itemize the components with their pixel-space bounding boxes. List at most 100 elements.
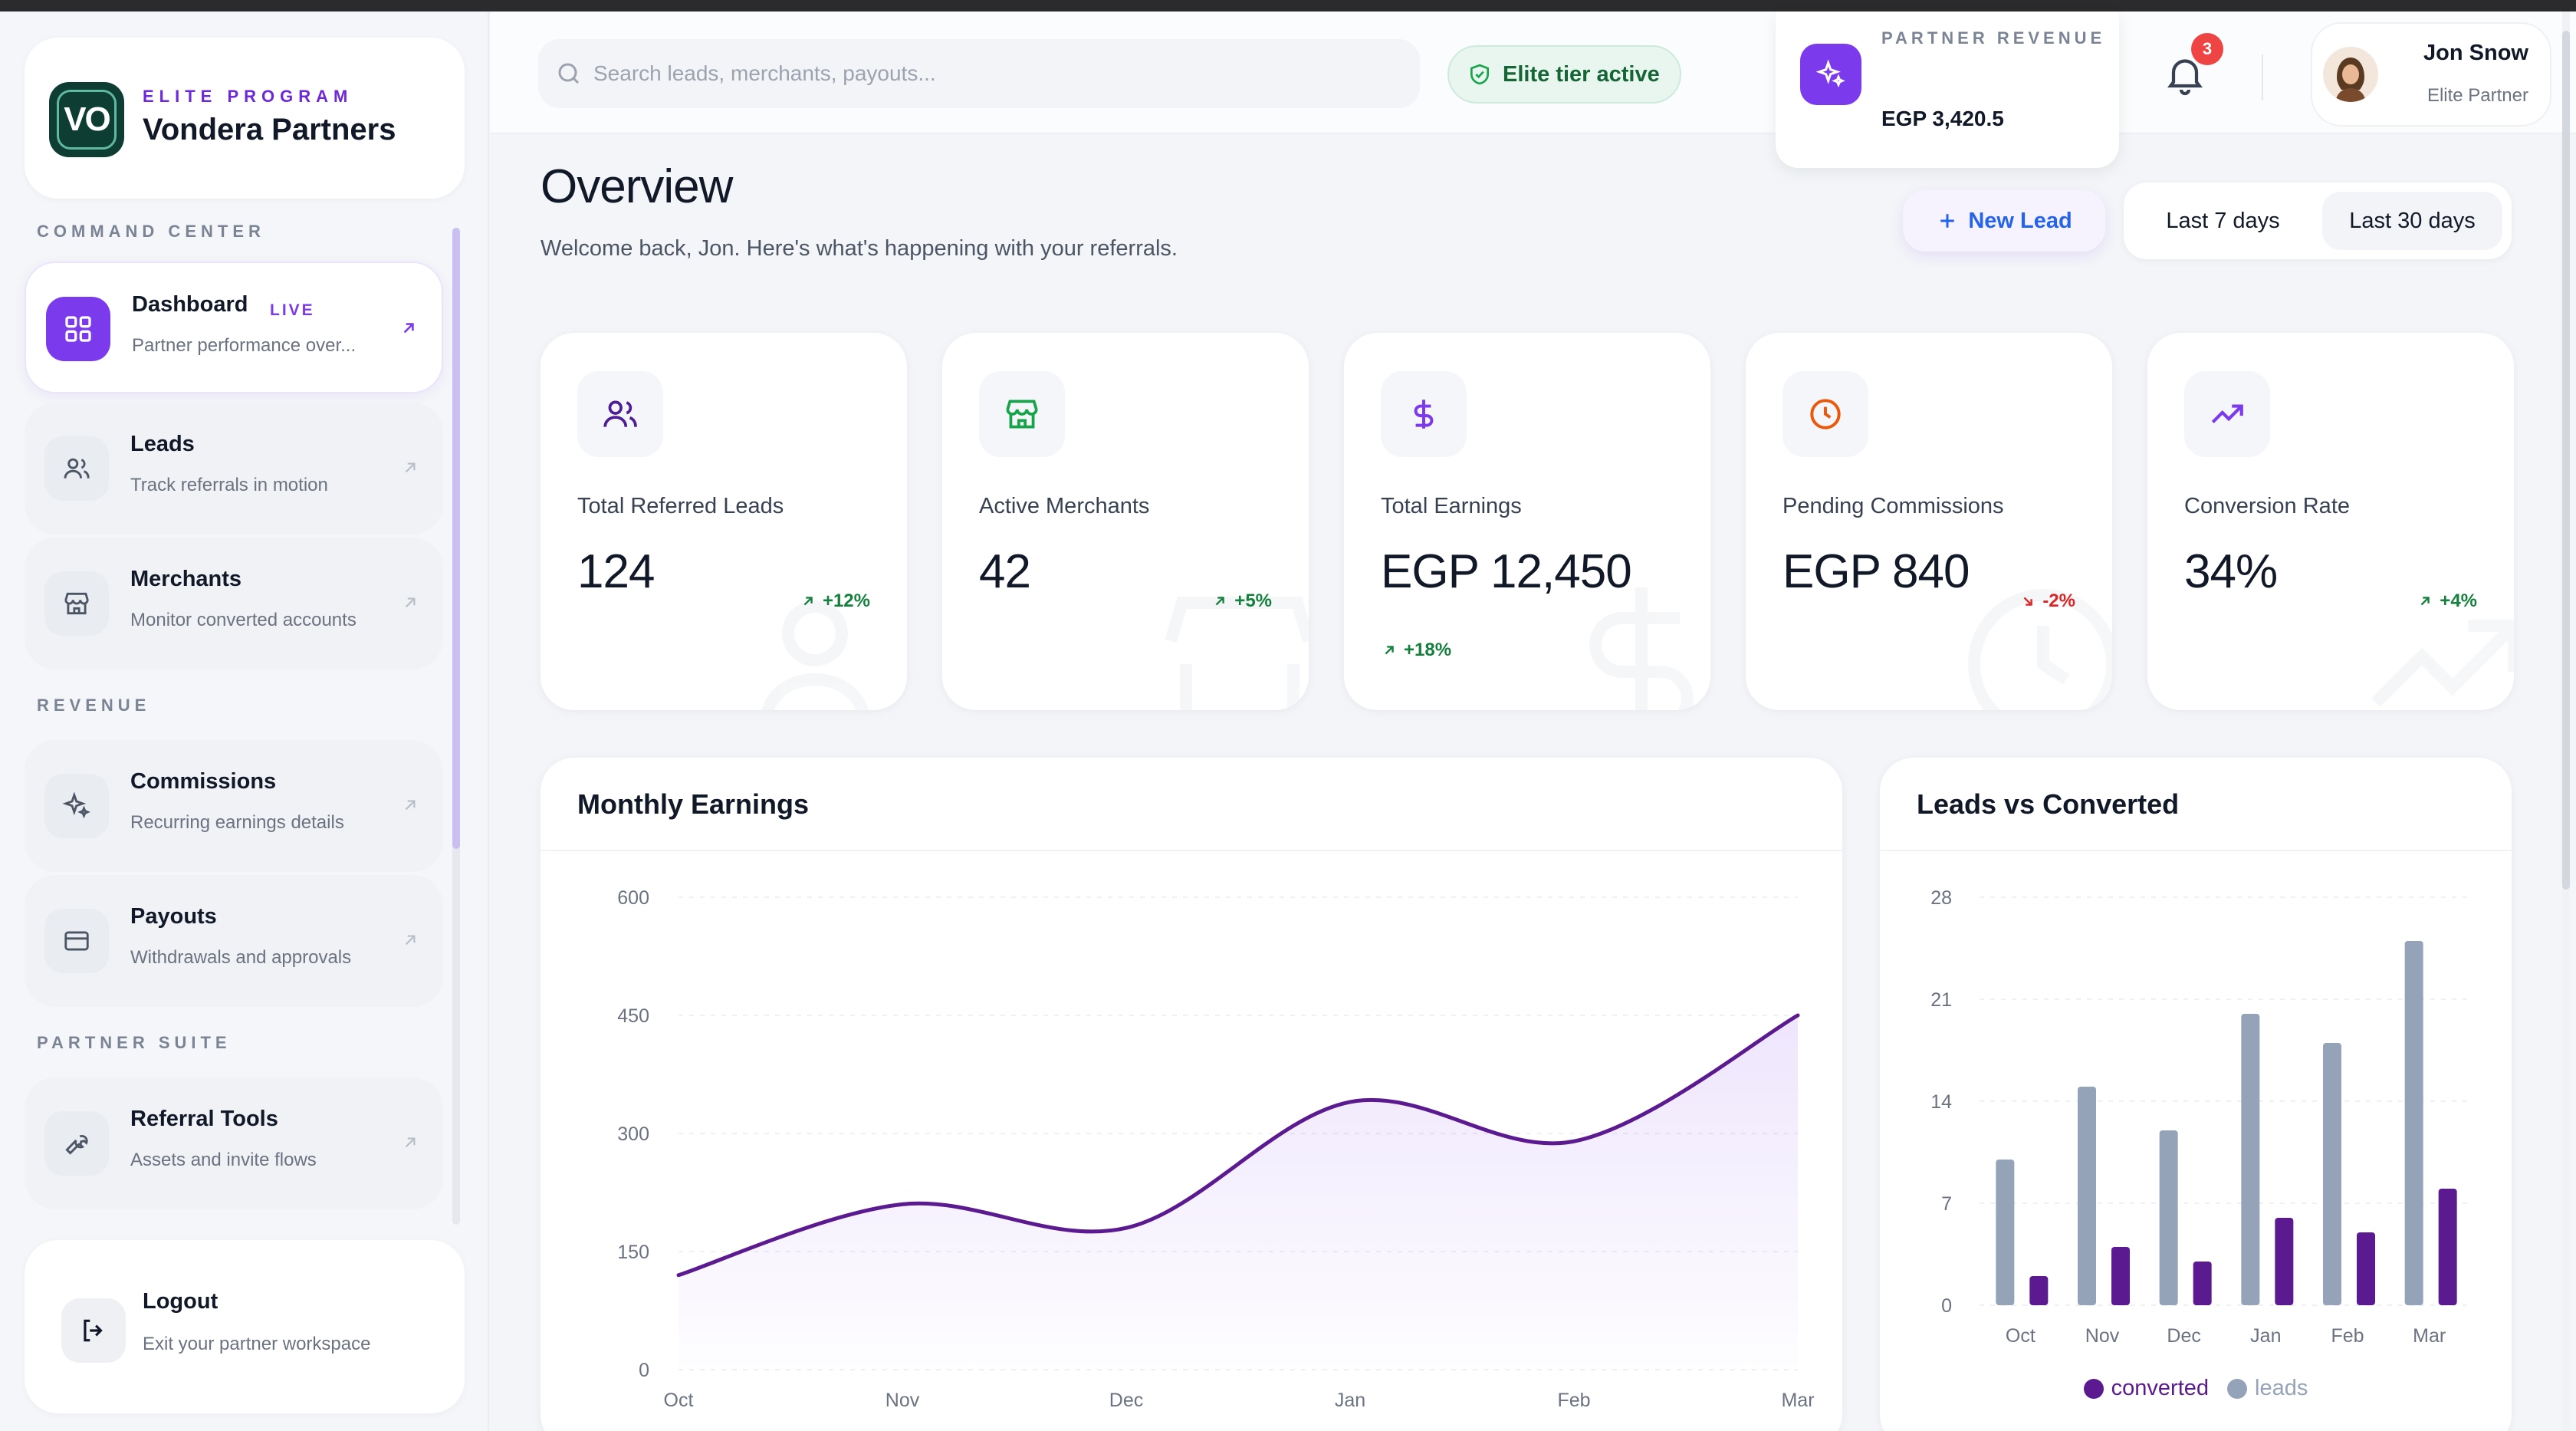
- kpi-label: Total Referred Leads: [577, 494, 784, 518]
- tier-status-badge[interactable]: Elite tier active: [1447, 45, 1681, 104]
- sidebar-item-commissions[interactable]: Commissions Recurring earnings details: [25, 740, 443, 872]
- brand-logo: VO: [49, 82, 124, 157]
- search-bar[interactable]: [538, 39, 1420, 108]
- arrow-up-right-icon: [803, 597, 813, 606]
- tier-label: Elite tier active: [1503, 61, 1660, 87]
- header-divider: [2262, 54, 2263, 100]
- user-profile-menu[interactable]: Jon Snow Elite Partner: [2311, 22, 2551, 127]
- kpi-label: Active Merchants: [979, 494, 1150, 518]
- sidebar-item-payouts[interactable]: Payouts Withdrawals and approvals: [25, 875, 443, 1007]
- partner-revenue-value: EGP 3,420.5: [1881, 107, 2004, 130]
- kpi-delta-value: +12%: [822, 590, 870, 611]
- y-tick-label: 300: [617, 1123, 649, 1145]
- sidebar-item-title: Referral Tools: [130, 1107, 278, 1131]
- sidebar-item-leads[interactable]: Leads Track referrals in motion: [25, 403, 443, 535]
- bar-converted: [2029, 1276, 2049, 1305]
- chart-header: [540, 758, 1842, 851]
- search-icon: [558, 63, 580, 84]
- store-icon: [44, 571, 109, 636]
- kpi-card-active-merchants[interactable]: Active Merchants 42 +5%: [942, 333, 1309, 710]
- sidebar-item-subtitle: Recurring earnings details: [130, 812, 344, 833]
- dollar-icon: [1589, 587, 1694, 710]
- bar-leads: [2078, 1087, 2096, 1305]
- store-icon: [979, 371, 1065, 457]
- clock-icon: [1783, 371, 1868, 457]
- search-input[interactable]: [593, 61, 1398, 86]
- sparkles-icon: [44, 774, 109, 838]
- arrow-up-right-icon: [1215, 597, 1225, 606]
- kpi-card-total-referred-leads[interactable]: Total Referred Leads 124 +12%: [540, 333, 907, 710]
- legend-label: converted: [2111, 1376, 2210, 1400]
- monthly-earnings-chart-card: Monthly Earnings 0 150 300 450 600 Oct Nov Dec J…: [540, 758, 1842, 1431]
- sidebar-item-dashboard[interactable]: Dashboard LIVE Partner performance over.…: [25, 262, 443, 393]
- kpi-value: EGP 12,450: [1381, 545, 1632, 598]
- arrow-down-right-icon: [2023, 597, 2033, 606]
- y-tick-label: 14: [1930, 1091, 1952, 1113]
- sidebar-item-subtitle: Assets and invite flows: [130, 1150, 317, 1170]
- chart-title: Monthly Earnings: [577, 788, 810, 820]
- dollar-icon: [1381, 371, 1467, 457]
- notification-count-badge: 3: [2191, 33, 2223, 65]
- kpi-value: 34%: [2184, 545, 2278, 598]
- bell-icon[interactable]: [2162, 51, 2208, 97]
- sidebar-item-title: Commissions: [130, 769, 277, 794]
- brand-name: Vondera Partners: [143, 113, 396, 146]
- kpi-card-conversion-rate[interactable]: Conversion Rate 34% +4%: [2147, 333, 2514, 710]
- users-icon: [44, 436, 109, 501]
- earnings-line: [676, 1013, 1800, 1278]
- kpi-delta-value: +18%: [1404, 640, 1452, 660]
- new-lead-button[interactable]: New Lead: [1903, 190, 2105, 252]
- sidebar-item-title: Merchants: [130, 567, 242, 591]
- kpi-card-pending-commissions[interactable]: Pending Commissions EGP 840 -2%: [1746, 333, 2112, 710]
- arrow-up-right-icon: [2420, 597, 2430, 606]
- range-last-7-days[interactable]: Last 7 days: [2133, 192, 2313, 250]
- x-tick-label: Oct: [664, 1390, 694, 1411]
- y-tick-label: 28: [1930, 887, 1952, 909]
- x-tick-label: Dec: [2167, 1325, 2200, 1347]
- sidebar-item-referral-tools[interactable]: Referral Tools Assets and invite flows: [25, 1077, 443, 1209]
- logout-button[interactable]: Logout Exit your partner workspace: [25, 1240, 465, 1413]
- x-tick-label: Mar: [1781, 1390, 1814, 1411]
- sidebar-scrollbar-thumb[interactable]: [452, 228, 460, 849]
- y-tick-label: 600: [617, 887, 649, 909]
- brand-card[interactable]: VO ELITE PROGRAM Vondera Partners: [25, 38, 465, 199]
- y-tick-label: 7: [1941, 1193, 1952, 1215]
- chart-legend: converted leads: [1880, 1376, 2512, 1401]
- kpi-value: EGP 840: [1783, 545, 1970, 598]
- window-top-strip: [0, 0, 2576, 12]
- arrow-up-right-icon: [405, 462, 416, 473]
- x-tick-label: Feb: [1557, 1390, 1590, 1411]
- sparkles-icon: [1800, 44, 1861, 105]
- sidebar-item-merchants[interactable]: Merchants Monitor converted accounts: [25, 538, 443, 669]
- arrow-up-right-icon: [405, 597, 416, 608]
- chart-header: [1880, 758, 2512, 851]
- page-scrollbar-thumb[interactable]: [2562, 31, 2570, 890]
- kpi-delta: +4%: [2417, 590, 2477, 612]
- arrow-up-right-icon: [405, 935, 416, 946]
- logout-subtitle: Exit your partner workspace: [143, 1334, 371, 1354]
- brand-eyebrow: ELITE PROGRAM: [143, 87, 353, 106]
- x-tick-label: Jan: [1335, 1390, 1365, 1411]
- x-tick-label: Mar: [2413, 1325, 2446, 1347]
- kpi-label: Pending Commissions: [1783, 494, 2004, 518]
- kpi-card-total-earnings[interactable]: Total Earnings EGP 12,450 +18%: [1344, 333, 1710, 710]
- users-icon: [577, 371, 663, 457]
- card-icon: [44, 909, 109, 973]
- y-tick-label: 0: [1941, 1295, 1952, 1317]
- y-tick-label: 150: [617, 1242, 649, 1263]
- partner-revenue-card[interactable]: PARTNER REVENUE EGP 3,420.5: [1776, 12, 2119, 168]
- users-icon: [761, 600, 869, 710]
- legend-item-leads[interactable]: leads: [2227, 1376, 2308, 1401]
- arrow-up-right-icon: [1385, 646, 1394, 655]
- section-label-command-center: COMMAND CENTER: [37, 222, 265, 241]
- bar-converted: [2438, 1189, 2457, 1305]
- legend-item-converted[interactable]: converted: [2083, 1376, 2210, 1401]
- kpi-delta-value: +5%: [1234, 590, 1272, 611]
- sidebar-item-subtitle: Track referrals in motion: [130, 475, 328, 495]
- store-icon: [1165, 597, 1309, 710]
- section-label-revenue: REVENUE: [37, 696, 151, 715]
- bar-leads: [1996, 1160, 2015, 1305]
- bar-leads: [2323, 1043, 2341, 1305]
- new-lead-label: New Lead: [1968, 208, 2072, 233]
- range-last-30-days[interactable]: Last 30 days: [2322, 192, 2502, 250]
